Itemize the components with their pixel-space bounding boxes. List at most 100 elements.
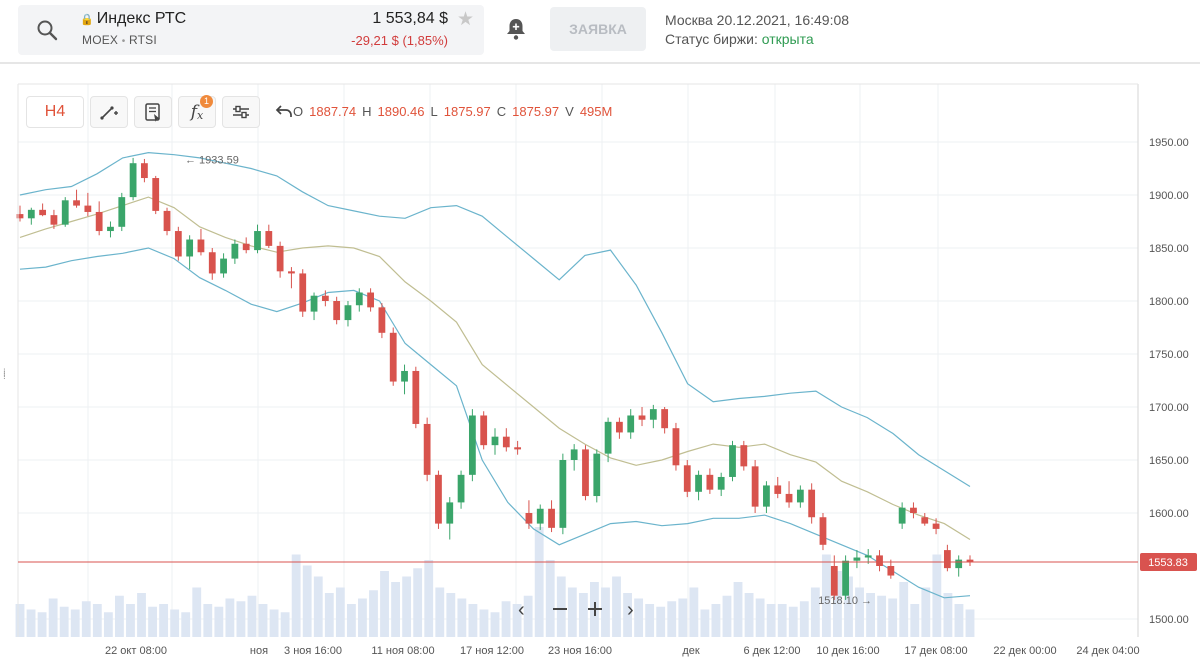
candle-body [333, 301, 341, 321]
candle [197, 228, 205, 256]
scroll-left-icon[interactable]: ‹ [518, 599, 525, 621]
y-tick-label: 1850.00 [1149, 243, 1189, 255]
volume-bar [833, 571, 842, 637]
market-status-label: Статус биржи: [665, 31, 758, 47]
volume-bar [170, 609, 180, 637]
volume-bar [899, 582, 909, 637]
candle [141, 158, 148, 183]
x-tick-label: 17 ноя 12:00 [460, 645, 524, 657]
candle-body [84, 205, 92, 212]
candle [966, 555, 974, 566]
candle [672, 422, 680, 471]
candle [582, 445, 589, 501]
volume-bar [612, 576, 621, 637]
candle [683, 460, 691, 498]
candle-body [842, 560, 849, 596]
candle [796, 485, 804, 508]
candle-body [50, 215, 58, 225]
candle-body [491, 436, 499, 446]
quote-header: 🔒 Индекс РТС MOEX • RTSI 1 553,84 $ -29,2… [0, 0, 1200, 64]
volume-bar [313, 576, 323, 637]
volume-bar [623, 593, 632, 637]
y-tick-label: 1750.00 [1149, 349, 1189, 361]
x-tick-label: 10 дек 16:00 [816, 645, 879, 657]
candle [389, 327, 397, 386]
volume-bar [380, 571, 389, 637]
candle-body [197, 239, 205, 253]
candle [649, 404, 657, 429]
template-icon[interactable] [134, 96, 172, 128]
candle [220, 253, 227, 278]
alert-bell-icon[interactable] [504, 16, 528, 47]
candle [276, 241, 284, 278]
candle-body [548, 508, 555, 528]
open-value: 1887.74 [309, 104, 357, 119]
candle [627, 409, 635, 439]
zoom-controls: ‹ › [518, 599, 634, 621]
candle-body [174, 231, 182, 257]
candle-body [355, 292, 363, 306]
candle [932, 518, 940, 535]
scroll-right-icon[interactable]: › [627, 599, 634, 621]
candle [502, 428, 510, 452]
candle [943, 544, 951, 572]
candle-body [61, 200, 69, 225]
candle [446, 497, 454, 540]
candle [16, 205, 24, 222]
candle [548, 500, 555, 533]
star-icon[interactable]: ★ [456, 9, 474, 30]
instrument-card[interactable]: 🔒 Индекс РТС MOEX • RTSI 1 553,84 $ -29,2… [18, 5, 484, 55]
volume-bar [567, 587, 577, 637]
x-tick-label: 23 ноя 16:00 [548, 645, 612, 657]
candle-body [853, 557, 861, 561]
search-icon[interactable] [36, 19, 58, 46]
settings-sliders-icon[interactable] [222, 96, 260, 128]
close-label: C [496, 104, 507, 119]
x-tick-label: 3 ноя 16:00 [284, 645, 342, 657]
candle-body [310, 295, 318, 312]
x-tick-label: дек [682, 645, 700, 657]
volume-bar [92, 604, 102, 637]
candle-body [966, 559, 974, 562]
volume-bar [788, 606, 798, 637]
candle-body [751, 466, 759, 507]
candle-body [796, 489, 804, 503]
volume-bar [236, 601, 246, 637]
volume-bar [866, 593, 875, 637]
candle [559, 453, 567, 535]
candle [118, 192, 126, 232]
volume-bar [269, 609, 279, 637]
candle [491, 428, 499, 455]
candle-body [412, 370, 420, 424]
candle-body [514, 447, 522, 450]
candle [480, 411, 488, 450]
volume-label: V [565, 104, 574, 119]
ticker-label: RTSI [128, 33, 157, 47]
timeframe-button[interactable]: H4 [26, 96, 84, 128]
candle-body [706, 474, 714, 490]
candle [423, 417, 431, 482]
candle-body [231, 243, 239, 259]
candle [604, 417, 612, 463]
volume-bar [888, 598, 898, 637]
draw-line-icon[interactable] [90, 96, 128, 128]
candle [593, 449, 601, 503]
candle-body [242, 243, 250, 251]
undo-icon[interactable] [266, 96, 302, 126]
resize-handle-icon[interactable]: ⁞ ⁞ [3, 368, 6, 382]
volume-bar [501, 601, 511, 637]
candle-body [955, 559, 963, 569]
order-button[interactable]: ЗАЯВКА [550, 7, 646, 51]
candle [84, 192, 92, 217]
volume-bar [291, 554, 301, 637]
volume-bar [181, 612, 191, 637]
bollinger-lower-line [19, 247, 971, 599]
volume-bar [965, 609, 975, 637]
candle [638, 407, 646, 427]
high-label: H [362, 104, 372, 119]
volume-bar [446, 593, 456, 637]
candle [468, 409, 476, 482]
volume-bar [810, 587, 820, 637]
